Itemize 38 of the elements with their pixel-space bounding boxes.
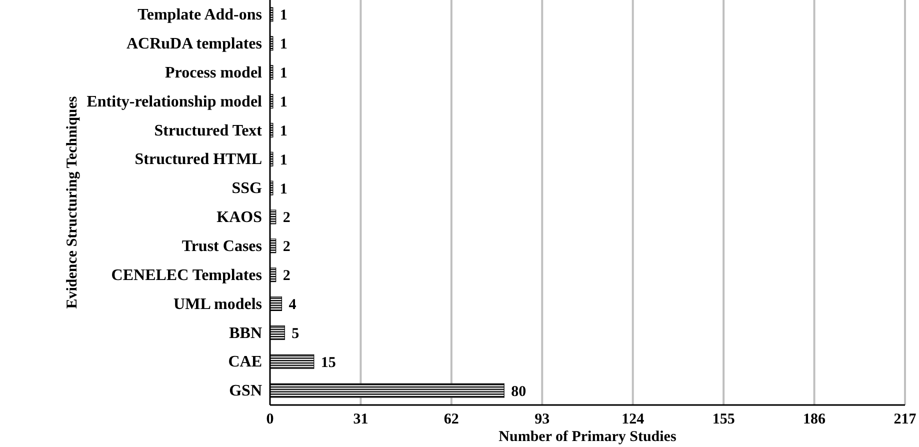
y-tick-label: Process model bbox=[164, 64, 263, 82]
x-tick-label: 93 bbox=[534, 412, 550, 428]
y-tick-label: SSG bbox=[232, 180, 263, 198]
y-tick-label: UML models bbox=[174, 296, 262, 313]
y-tick-label: Entity-relationship model bbox=[86, 93, 263, 110]
y-tick-label: GSN bbox=[229, 382, 262, 400]
data-label: 15 bbox=[320, 354, 336, 371]
y-axis-title: Evidence Structuring Techniques bbox=[64, 96, 81, 309]
y-tick-label: Structured Text bbox=[154, 122, 263, 140]
data-label: 4 bbox=[288, 297, 297, 313]
data-label: 1 bbox=[280, 66, 288, 82]
data-label: 1 bbox=[280, 36, 288, 53]
data-label: 2 bbox=[282, 210, 290, 226]
data-label: 2 bbox=[282, 268, 290, 284]
y-tick-label: Template Add-ons bbox=[138, 6, 262, 24]
data-label: 1 bbox=[280, 123, 288, 140]
y-tick-label: CENELEC Templates bbox=[111, 266, 262, 284]
data-label: 80 bbox=[511, 384, 526, 400]
x-tick-label: 62 bbox=[444, 412, 459, 428]
y-tick-label: CAE bbox=[228, 354, 262, 371]
data-label: 1 bbox=[280, 94, 288, 110]
data-label: 1 bbox=[280, 152, 288, 168]
x-axis-title: Number of Primary Studies bbox=[498, 429, 676, 445]
y-tick-label: Trust Cases bbox=[182, 238, 262, 256]
data-label: 2 bbox=[282, 239, 290, 256]
data-label: 1 bbox=[280, 181, 288, 198]
y-tick-label: KAOS bbox=[216, 209, 262, 226]
y-tick-label: ACRuDA templates bbox=[126, 36, 262, 53]
x-tick-label: 124 bbox=[622, 412, 645, 428]
x-tick-label: 31 bbox=[353, 412, 368, 428]
x-tick-label: 217 bbox=[894, 412, 917, 428]
data-label: 1 bbox=[280, 8, 288, 24]
x-tick-label: 155 bbox=[712, 412, 735, 428]
data-label: 5 bbox=[292, 326, 300, 342]
y-tick-label: BBN bbox=[229, 324, 262, 342]
x-tick-label: 0 bbox=[266, 412, 274, 428]
y-tick-label: Structured HTML bbox=[134, 151, 262, 168]
x-tick-label: 186 bbox=[803, 412, 826, 428]
